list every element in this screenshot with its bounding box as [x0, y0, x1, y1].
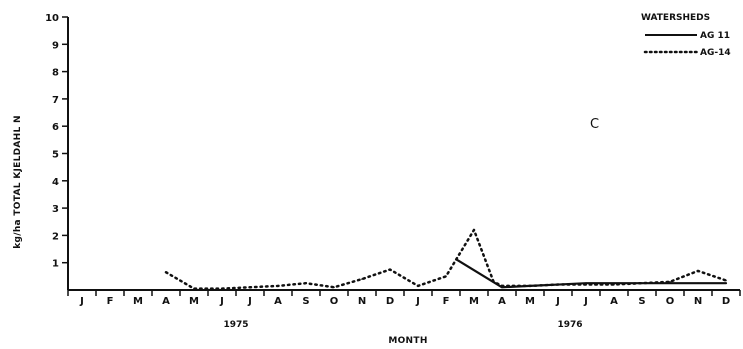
- series-point: [473, 229, 475, 231]
- x-tick-label: D: [386, 296, 394, 307]
- y-tick-label: 4: [52, 177, 59, 188]
- y-axis: 1 2 3 4 5 6 7 8 9 10: [45, 13, 69, 290]
- x-tick-label: J: [219, 296, 224, 307]
- series-point: [613, 283, 615, 286]
- series-point: [333, 286, 335, 289]
- series-point: [697, 270, 699, 272]
- series-point: [725, 282, 727, 284]
- series-point: [417, 285, 419, 287]
- x-tick-label: A: [162, 296, 170, 307]
- x-tick-label: O: [666, 296, 675, 307]
- panel-label: C: [590, 117, 599, 132]
- series-point: [725, 279, 727, 282]
- series-point: [501, 285, 503, 287]
- series-point: [221, 287, 223, 290]
- x-tick-label: J: [415, 296, 420, 307]
- series-point: [277, 285, 279, 287]
- year-label-1976: 1976: [557, 320, 582, 330]
- x-tick-label: S: [638, 296, 645, 307]
- y-tick-label: 3: [52, 204, 59, 215]
- series-point: [445, 275, 447, 278]
- series-line-ag-11: [456, 258, 728, 289]
- y-tick-label: 7: [52, 95, 59, 106]
- series-point: [529, 285, 531, 287]
- x-tick-label: N: [358, 296, 366, 307]
- x-tick-label: J: [555, 296, 560, 307]
- x-tick-label: O: [330, 296, 339, 307]
- x-tick-label: J: [247, 296, 252, 307]
- series-layer: [164, 228, 728, 290]
- x-tick-label: S: [302, 296, 309, 307]
- x-tick-label: M: [189, 296, 199, 307]
- y-tick-label: 1: [52, 259, 59, 270]
- y-tick-label: 6: [52, 122, 59, 133]
- x-tick-label: F: [107, 296, 114, 307]
- x-tick-label: N: [694, 296, 702, 307]
- legend-label-ag11: AG 11: [700, 31, 730, 41]
- x-tick-label: F: [443, 296, 450, 307]
- series-point: [249, 286, 251, 289]
- y-tick-label: 5: [52, 150, 59, 161]
- series-point: [641, 282, 643, 284]
- series-point: [669, 281, 671, 283]
- x-tick-label: A: [274, 296, 282, 307]
- series-point: [697, 282, 699, 284]
- x-tick-label: A: [498, 296, 506, 307]
- series-line-ag-14: [164, 228, 728, 290]
- year-label-1975: 1975: [223, 320, 248, 330]
- legend-title: WATERSHEDS: [641, 13, 710, 23]
- x-tick-label: M: [525, 296, 535, 307]
- series-point: [165, 271, 167, 274]
- x-tick-label: A: [610, 296, 618, 307]
- series-point: [557, 283, 559, 286]
- series-point: [585, 283, 587, 286]
- x-tick-label: J: [583, 296, 588, 307]
- series-point: [492, 281, 495, 283]
- x-tick-label: M: [469, 296, 479, 307]
- x-axis-title: MONTH: [388, 336, 427, 346]
- x-tick-label: M: [133, 296, 143, 307]
- y-tick-label: 10: [45, 13, 59, 24]
- legend-label-ag14: AG-14: [700, 48, 731, 58]
- y-tick-label: 9: [52, 40, 59, 51]
- series-point: [193, 287, 195, 290]
- legend: WATERSHEDS AG 11 AG-14: [641, 13, 731, 58]
- series-point: [669, 282, 671, 284]
- series-point: [361, 278, 363, 280]
- series-point: [305, 282, 307, 284]
- y-tick-label: 2: [52, 231, 59, 242]
- series-point: [389, 268, 391, 271]
- x-tick-label: D: [722, 296, 730, 307]
- y-tick-label: 8: [52, 68, 59, 79]
- x-tick-label: J: [79, 296, 84, 307]
- y-axis-title: kg/ha TOTAL KJELDAHL N: [13, 115, 23, 249]
